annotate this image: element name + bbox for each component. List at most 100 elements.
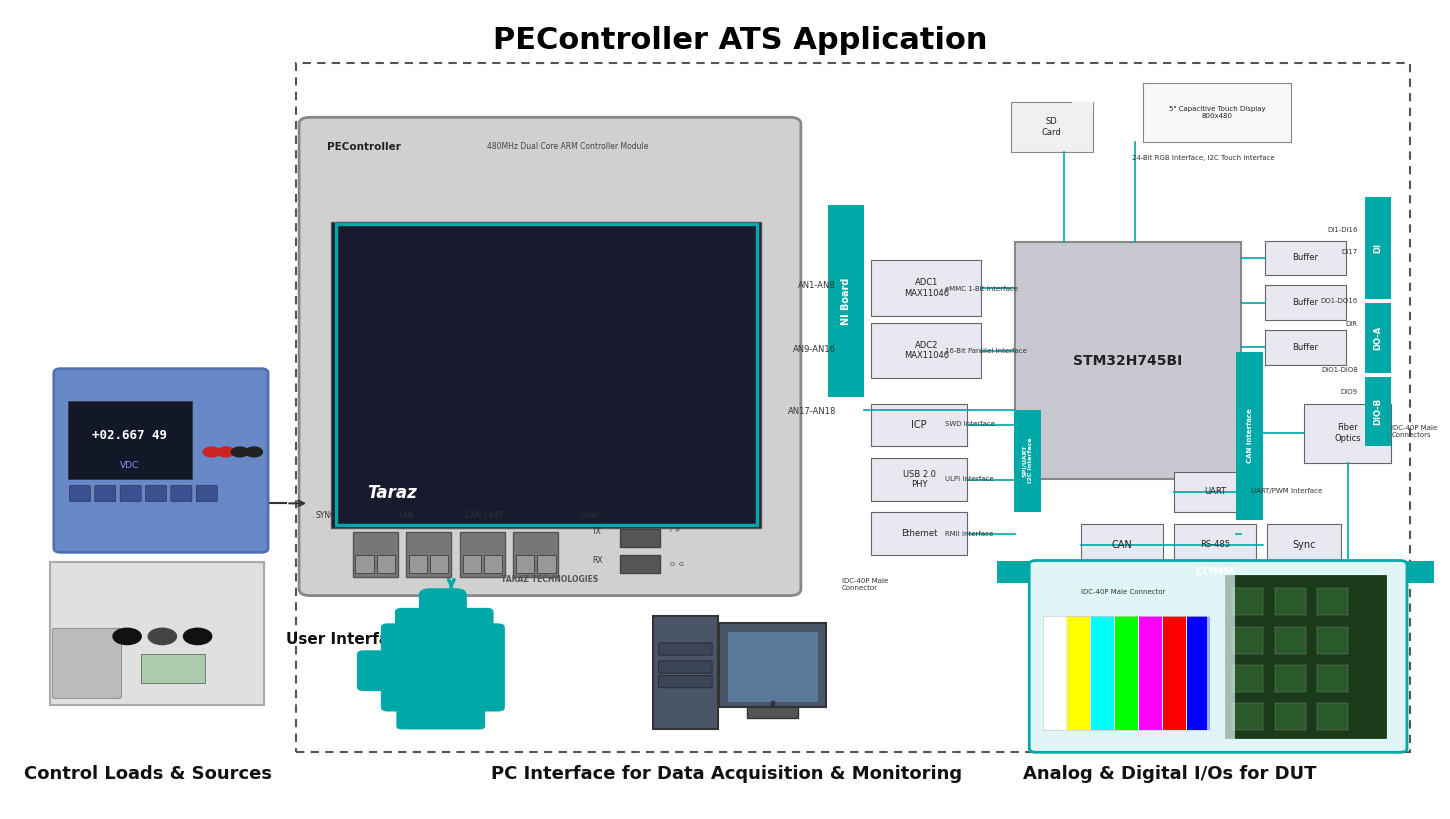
Text: PC Interface for Data Acquisition & Monitoring: PC Interface for Data Acquisition & Moni…: [490, 764, 961, 782]
Text: VDC: VDC: [120, 460, 139, 469]
Text: RX: RX: [592, 555, 603, 564]
FancyBboxPatch shape: [120, 486, 141, 502]
Text: DI: DI: [1373, 243, 1383, 253]
FancyBboxPatch shape: [719, 623, 826, 707]
Text: 16-Bit Parallel Interface: 16-Bit Parallel Interface: [944, 348, 1027, 354]
Text: SPI/UART
I2C Interface: SPI/UART I2C Interface: [1022, 438, 1032, 483]
Circle shape: [245, 447, 262, 457]
FancyBboxPatch shape: [419, 588, 467, 640]
FancyBboxPatch shape: [1174, 524, 1256, 566]
FancyBboxPatch shape: [1275, 627, 1305, 654]
FancyBboxPatch shape: [1015, 242, 1241, 479]
Text: 5" Capacitive Touch Display
800x480: 5" Capacitive Touch Display 800x480: [1169, 106, 1266, 119]
Text: O  G: O G: [670, 562, 683, 567]
FancyBboxPatch shape: [1092, 617, 1114, 731]
Text: DO-A: DO-A: [1373, 326, 1383, 351]
FancyBboxPatch shape: [145, 486, 167, 502]
FancyBboxPatch shape: [54, 369, 268, 552]
FancyBboxPatch shape: [1232, 588, 1263, 615]
FancyBboxPatch shape: [141, 654, 204, 683]
FancyBboxPatch shape: [538, 554, 555, 572]
FancyBboxPatch shape: [1225, 575, 1386, 739]
FancyBboxPatch shape: [747, 708, 798, 718]
Text: DI17: DI17: [1341, 249, 1357, 255]
Circle shape: [203, 447, 220, 457]
Text: 24-Bit RGB Interface, I2C Touch Interface: 24-Bit RGB Interface, I2C Touch Interfac…: [1132, 155, 1275, 161]
FancyBboxPatch shape: [652, 616, 718, 730]
FancyBboxPatch shape: [1364, 197, 1392, 299]
FancyBboxPatch shape: [381, 623, 505, 712]
FancyBboxPatch shape: [196, 486, 217, 502]
FancyBboxPatch shape: [332, 222, 761, 528]
FancyBboxPatch shape: [357, 650, 402, 691]
FancyBboxPatch shape: [1317, 588, 1349, 615]
Text: ADC1
MAX11046: ADC1 MAX11046: [903, 278, 948, 297]
FancyBboxPatch shape: [1275, 665, 1305, 692]
FancyBboxPatch shape: [52, 628, 122, 699]
Text: CAN Interface: CAN Interface: [1247, 409, 1253, 464]
FancyBboxPatch shape: [299, 117, 800, 595]
Text: IDC-40P Male Connector: IDC-40P Male Connector: [1082, 589, 1166, 595]
FancyBboxPatch shape: [457, 608, 493, 642]
Text: ADC2
MAX11046: ADC2 MAX11046: [903, 341, 948, 360]
FancyBboxPatch shape: [94, 486, 116, 502]
Text: Control Loads & Sources: Control Loads & Sources: [25, 764, 273, 782]
Text: ICP: ICP: [912, 420, 927, 430]
FancyBboxPatch shape: [871, 459, 967, 501]
FancyBboxPatch shape: [513, 532, 558, 577]
FancyBboxPatch shape: [484, 554, 502, 572]
FancyBboxPatch shape: [171, 486, 191, 502]
Text: RS-485: RS-485: [1201, 541, 1230, 550]
FancyBboxPatch shape: [1232, 627, 1263, 654]
FancyBboxPatch shape: [396, 700, 486, 730]
Text: AN9-AN16: AN9-AN16: [793, 346, 837, 355]
Text: CAN / 485: CAN / 485: [464, 511, 503, 520]
FancyBboxPatch shape: [70, 486, 90, 502]
Text: Fiber
Optics: Fiber Optics: [1334, 423, 1362, 443]
Text: AN17-AN18: AN17-AN18: [787, 406, 837, 415]
FancyBboxPatch shape: [1072, 102, 1093, 114]
FancyBboxPatch shape: [871, 513, 967, 554]
Text: User Interface: User Interface: [287, 632, 409, 647]
Circle shape: [218, 447, 235, 457]
FancyBboxPatch shape: [1275, 704, 1305, 731]
Text: STM32H745BI: STM32H745BI: [1073, 354, 1183, 368]
FancyBboxPatch shape: [621, 554, 660, 572]
FancyBboxPatch shape: [658, 643, 712, 655]
Text: UART: UART: [1205, 487, 1227, 496]
FancyBboxPatch shape: [352, 532, 397, 577]
Circle shape: [232, 447, 248, 457]
FancyBboxPatch shape: [426, 608, 463, 642]
FancyBboxPatch shape: [658, 676, 712, 688]
FancyBboxPatch shape: [1174, 473, 1256, 512]
FancyBboxPatch shape: [1364, 303, 1392, 373]
Text: COMM: COMM: [1196, 567, 1235, 577]
Text: Buffer: Buffer: [1292, 298, 1318, 307]
FancyBboxPatch shape: [1188, 617, 1209, 731]
FancyBboxPatch shape: [1140, 617, 1161, 731]
Text: PEController: PEController: [328, 142, 402, 152]
Text: ULPI Interface: ULPI Interface: [944, 476, 993, 482]
FancyBboxPatch shape: [1144, 83, 1292, 142]
Text: PEController ATS Application: PEController ATS Application: [493, 26, 987, 55]
Text: CAN: CAN: [1112, 540, 1132, 550]
Circle shape: [113, 628, 141, 645]
FancyBboxPatch shape: [49, 562, 264, 705]
Text: RMII Interface: RMII Interface: [944, 531, 993, 536]
FancyBboxPatch shape: [658, 661, 712, 673]
FancyBboxPatch shape: [1317, 627, 1349, 654]
FancyBboxPatch shape: [996, 561, 1434, 582]
FancyBboxPatch shape: [516, 554, 535, 572]
FancyBboxPatch shape: [871, 323, 982, 378]
FancyBboxPatch shape: [1232, 704, 1263, 731]
FancyBboxPatch shape: [1014, 410, 1041, 512]
Text: Fiber: Fiber: [580, 511, 599, 520]
FancyBboxPatch shape: [1275, 588, 1305, 615]
FancyBboxPatch shape: [1011, 102, 1093, 152]
Circle shape: [148, 628, 177, 645]
Text: 480MHz Dual Core ARM Controller Module: 480MHz Dual Core ARM Controller Module: [487, 142, 648, 151]
Text: SYNC: SYNC: [316, 511, 336, 520]
Text: IDC-40P Male
Connectors: IDC-40P Male Connectors: [1392, 425, 1438, 438]
FancyBboxPatch shape: [1317, 704, 1349, 731]
Text: +02.667 49: +02.667 49: [93, 429, 167, 442]
